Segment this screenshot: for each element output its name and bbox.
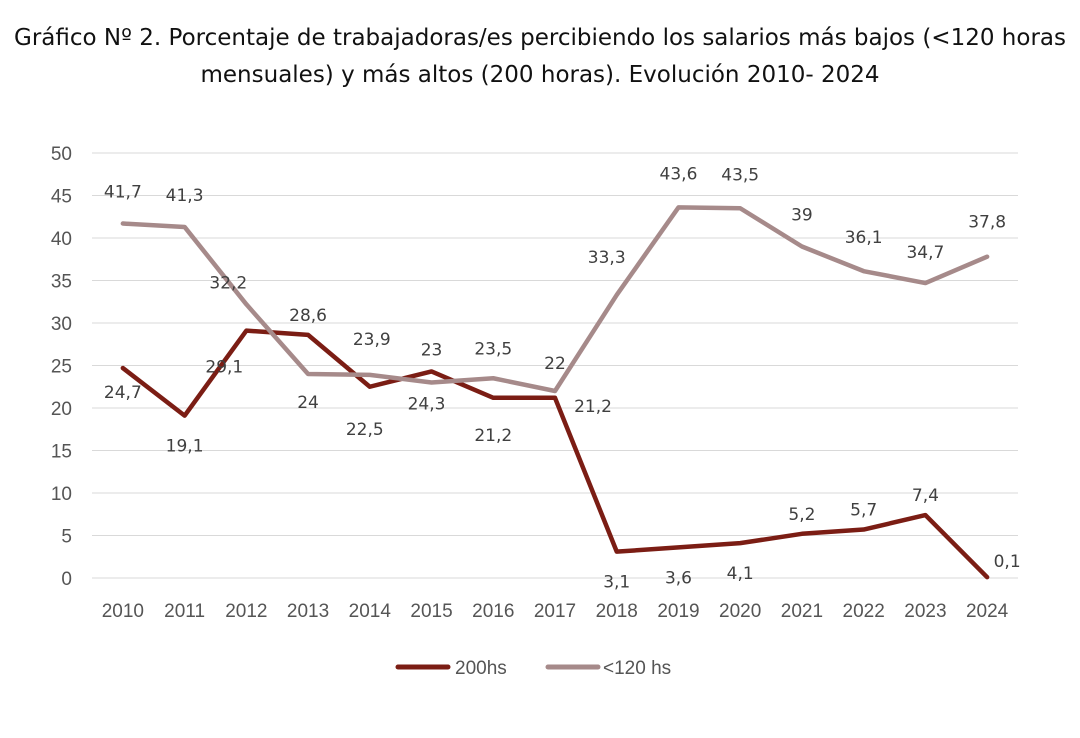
data-label-200hs: 7,4 bbox=[912, 486, 939, 506]
chart-title: Gráfico Nº 2. Porcentaje de trabajadoras… bbox=[0, 20, 1080, 94]
data-label-200hs: 5,7 bbox=[850, 501, 877, 521]
y-tick-label: 25 bbox=[51, 357, 72, 378]
x-tick-label: 2023 bbox=[904, 601, 946, 622]
data-label-lt120hs: 22 bbox=[544, 354, 566, 374]
legend-label-200hs: 200hs bbox=[455, 658, 507, 679]
y-tick-label: 40 bbox=[51, 229, 72, 250]
x-tick-label: 2011 bbox=[164, 601, 205, 622]
data-label-200hs: 22,5 bbox=[346, 420, 384, 440]
x-tick-label: 2024 bbox=[966, 601, 1009, 622]
data-label-lt120hs: 36,1 bbox=[845, 228, 883, 248]
y-tick-label: 0 bbox=[61, 569, 72, 590]
data-label-200hs: 0,1 bbox=[994, 552, 1021, 572]
y-tick-label: 35 bbox=[51, 272, 72, 293]
data-label-lt120hs: 24 bbox=[297, 393, 319, 413]
x-tick-label: 2020 bbox=[719, 601, 761, 622]
y-tick-label: 5 bbox=[61, 527, 72, 548]
data-label-lt120hs: 43,5 bbox=[721, 165, 759, 185]
data-label-lt120hs: 32,2 bbox=[209, 273, 247, 293]
data-label-200hs: 19,1 bbox=[166, 437, 204, 457]
data-label-200hs: 21,2 bbox=[474, 426, 512, 446]
x-tick-label: 2018 bbox=[596, 601, 638, 622]
data-label-lt120hs: 41,7 bbox=[104, 183, 142, 203]
legend-label-lt120hs: <120 hs bbox=[603, 658, 671, 679]
series-line-lt120hs bbox=[120, 205, 990, 394]
y-tick-label: 30 bbox=[51, 314, 72, 335]
y-tick-label: 20 bbox=[51, 399, 72, 420]
data-label-lt120hs: 37,8 bbox=[968, 213, 1006, 233]
x-tick-label: 2022 bbox=[843, 601, 885, 622]
data-label-lt120hs: 43,6 bbox=[660, 164, 698, 184]
x-tick-label: 2021 bbox=[781, 601, 823, 622]
data-label-lt120hs: 41,3 bbox=[166, 186, 204, 206]
data-label-lt120hs: 33,3 bbox=[588, 248, 626, 268]
y-tick-label: 10 bbox=[51, 484, 72, 505]
y-tick-label: 45 bbox=[51, 187, 72, 208]
x-tick-label: 2013 bbox=[287, 601, 329, 622]
x-tick-label: 2015 bbox=[410, 601, 452, 622]
data-label-200hs: 29,1 bbox=[205, 358, 243, 378]
x-tick-label: 2012 bbox=[225, 601, 267, 622]
data-label-lt120hs: 39 bbox=[791, 206, 813, 226]
data-label-lt120hs: 23,5 bbox=[474, 339, 512, 359]
y-tick-label: 50 bbox=[51, 144, 72, 165]
data-label-200hs: 5,2 bbox=[788, 505, 815, 525]
data-label-lt120hs: 23 bbox=[421, 341, 443, 361]
chart-title-line2: mensuales) y más altos (200 horas). Evol… bbox=[200, 62, 880, 88]
x-tick-label: 2017 bbox=[534, 601, 576, 622]
x-tick-label: 2019 bbox=[657, 601, 699, 622]
x-tick-label: 2010 bbox=[102, 601, 144, 622]
data-label-200hs: 24,7 bbox=[104, 383, 142, 403]
data-label-lt120hs: 34,7 bbox=[906, 243, 944, 263]
data-label-200hs: 3,6 bbox=[665, 568, 692, 588]
data-label-200hs: 24,3 bbox=[408, 394, 446, 414]
chart-title-line1: Gráfico Nº 2. Porcentaje de trabajadoras… bbox=[14, 25, 1066, 51]
data-label-200hs: 3,1 bbox=[603, 573, 630, 593]
x-tick-label: 2014 bbox=[349, 601, 392, 622]
data-label-lt120hs: 23,9 bbox=[353, 330, 391, 350]
y-tick-label: 15 bbox=[51, 442, 72, 463]
series-line-200hs bbox=[120, 328, 990, 580]
data-label-200hs: 21,2 bbox=[574, 397, 612, 417]
data-label-200hs: 4,1 bbox=[727, 564, 754, 584]
data-label-200hs: 28,6 bbox=[289, 306, 327, 326]
x-tick-label: 2016 bbox=[472, 601, 514, 622]
